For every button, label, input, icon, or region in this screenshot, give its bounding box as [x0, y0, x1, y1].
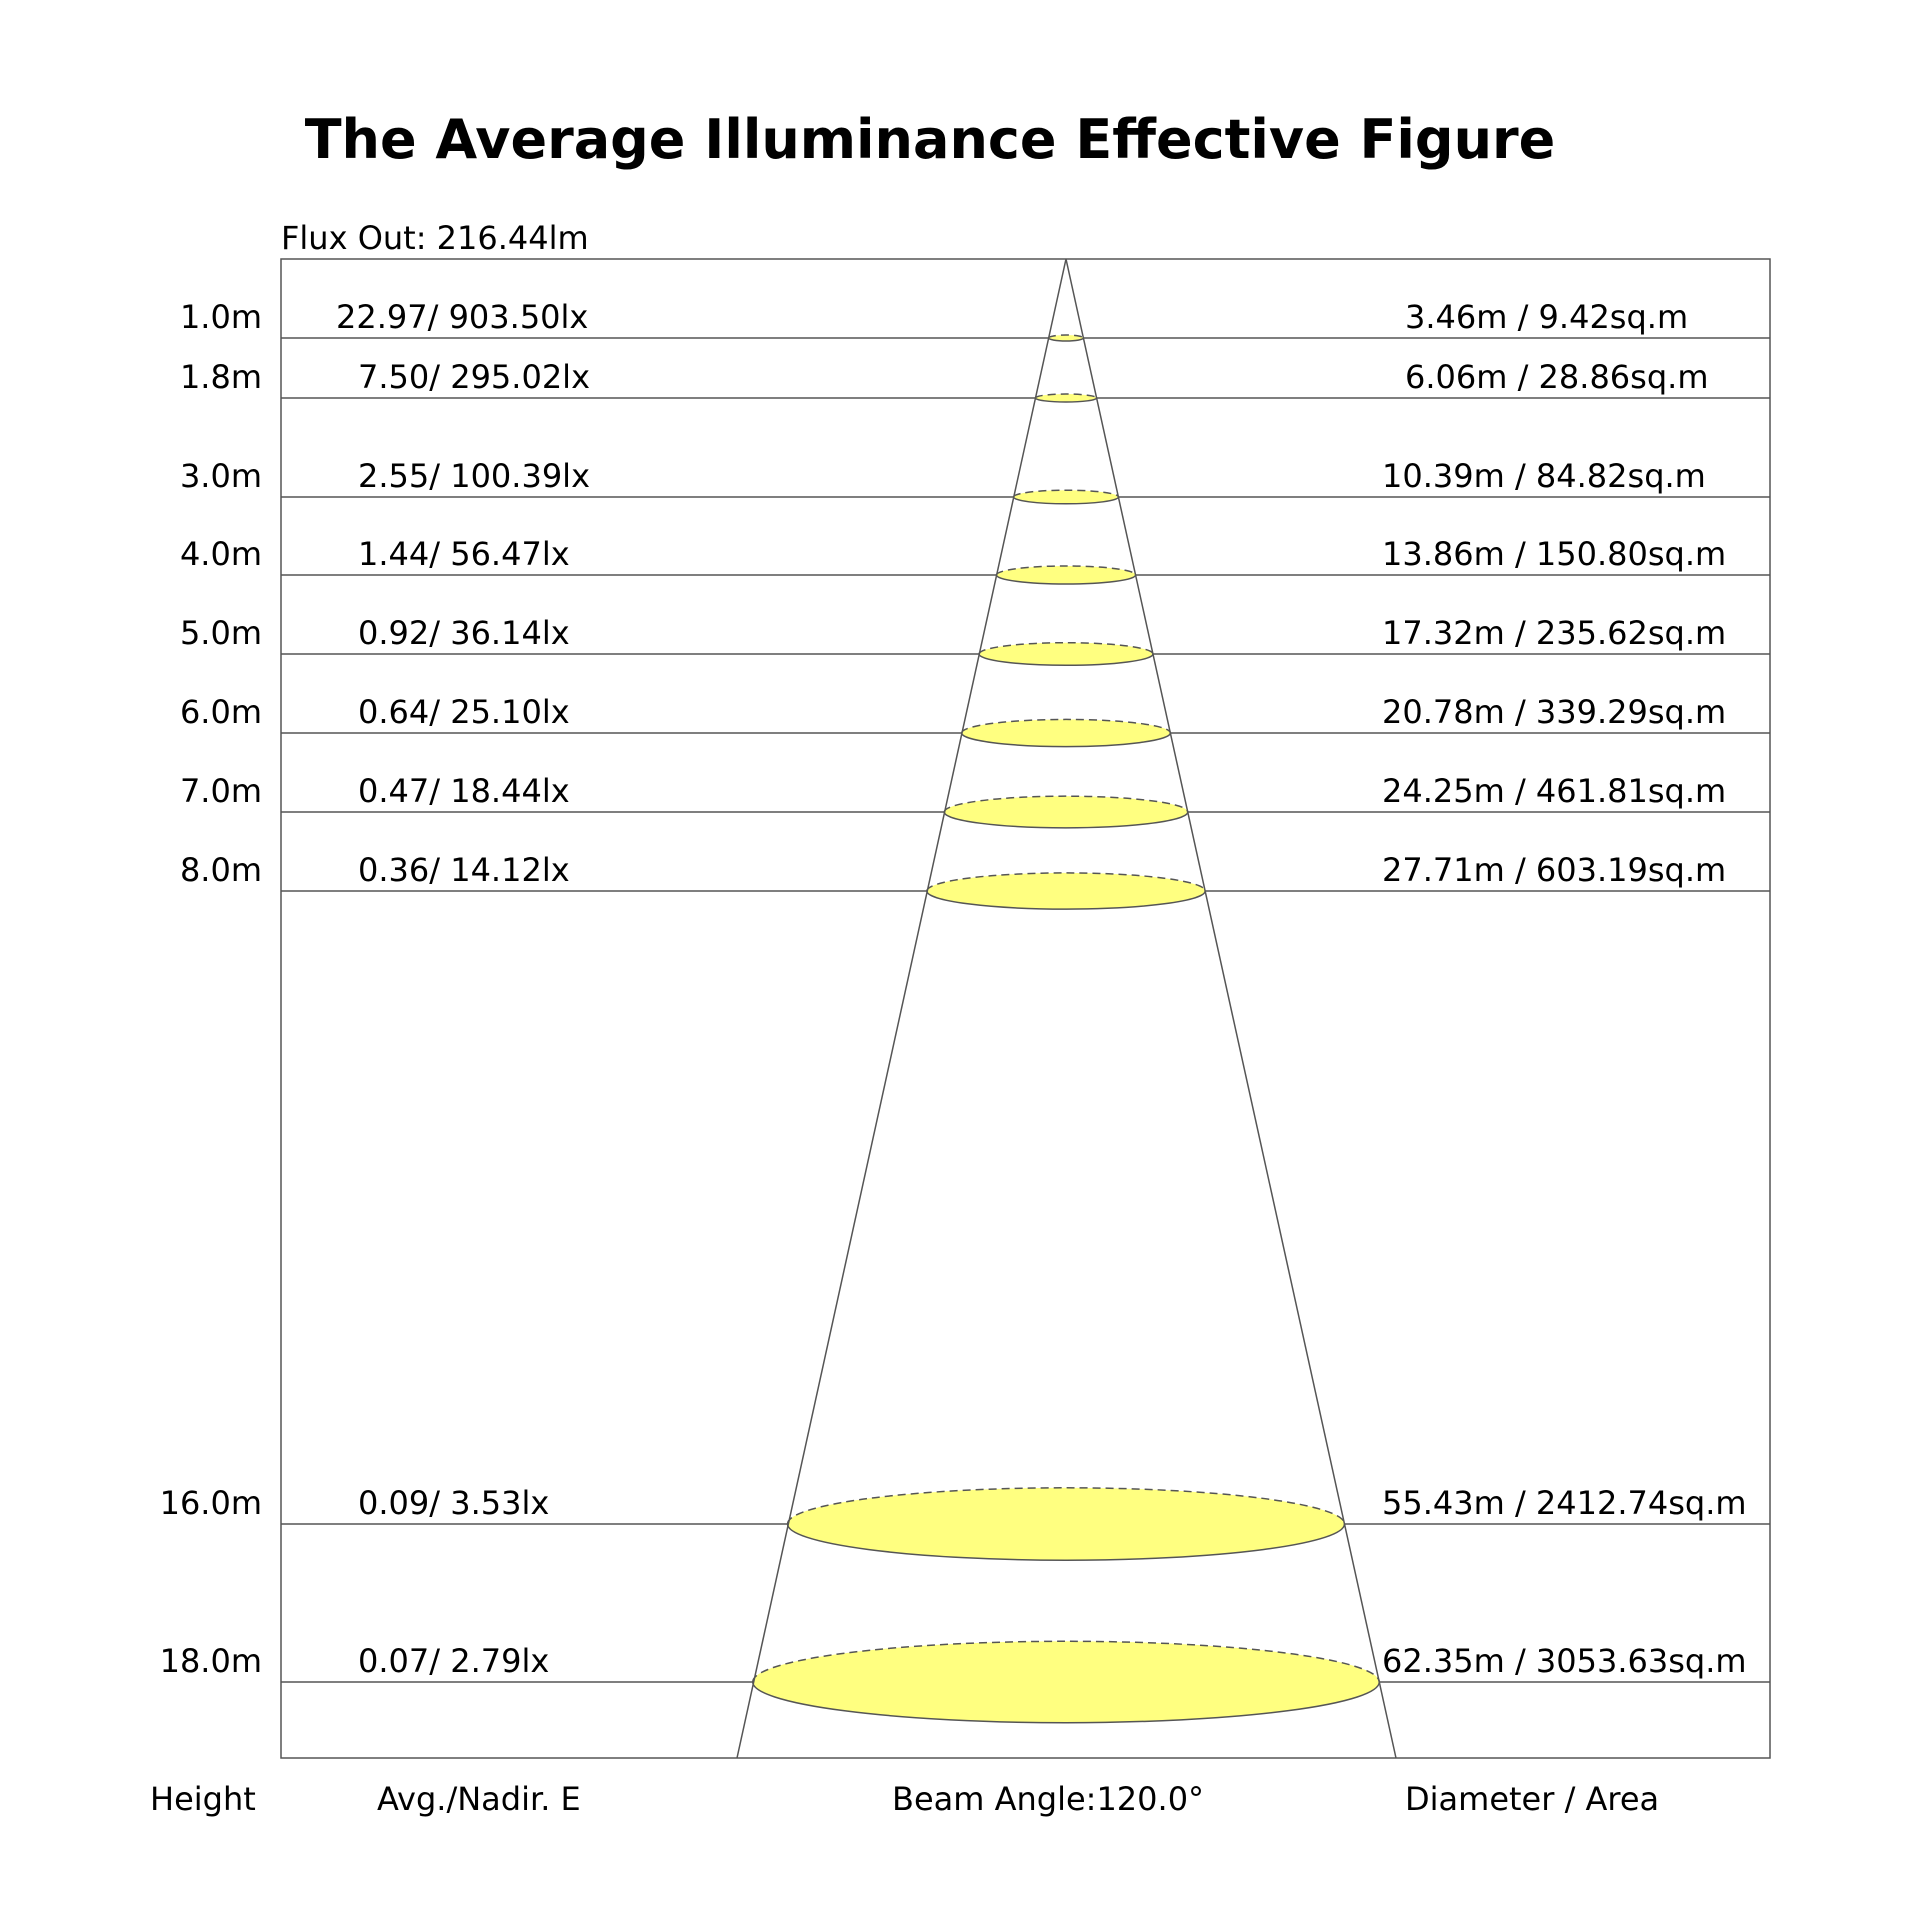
height-label: 7.0m — [180, 772, 262, 810]
flux-label: Flux Out: 216.44lm — [281, 219, 589, 257]
diameter-area-label: 55.43m / 2412.74sq.m — [1382, 1484, 1747, 1522]
spot-rim-dashed — [1034, 393, 1098, 399]
illuminance-label: 1.44/ 56.47lx — [358, 535, 570, 573]
height-label: 18.0m — [160, 1642, 262, 1680]
illuminance-label: 0.64/ 25.10lx — [358, 693, 570, 731]
spot-rim — [978, 653, 1154, 667]
illuminance-label: 7.50/ 295.02lx — [358, 358, 590, 396]
illuminance-label: 2.55/ 100.39lx — [358, 457, 590, 495]
diameter-area-label: 20.78m / 339.29sq.m — [1382, 693, 1726, 731]
footer-height-label: Height — [150, 1780, 256, 1818]
diameter-area-label: 6.06m / 28.86sq.m — [1405, 358, 1708, 396]
height-label: 5.0m — [180, 614, 262, 652]
chart-frame — [280, 258, 1771, 1759]
diameter-area-label: 3.46m / 9.42sq.m — [1405, 298, 1688, 336]
spot-rim — [995, 574, 1137, 585]
diameter-area-label: 10.39m / 84.82sq.m — [1382, 457, 1706, 495]
light-spot — [1048, 335, 1084, 341]
light-spot — [944, 796, 1188, 828]
spot-rim-dashed — [751, 1640, 1381, 1683]
spot-rim-dashed — [1012, 489, 1120, 498]
light-spot — [979, 642, 1153, 666]
diameter-area-label: 62.35m / 3053.63sq.m — [1382, 1642, 1747, 1680]
illuminance-label: 0.07/ 2.79lx — [358, 1642, 549, 1680]
diameter-area-label: 17.32m / 235.62sq.m — [1382, 614, 1726, 652]
diameter-area-label: 13.86m / 150.80sq.m — [1382, 535, 1726, 573]
height-label: 6.0m — [180, 693, 262, 731]
spot-rim — [751, 1681, 1381, 1724]
height-label: 8.0m — [180, 851, 262, 889]
spot-rim — [960, 732, 1172, 748]
light-spot — [787, 1487, 1345, 1561]
light-spot — [1035, 394, 1097, 402]
illuminance-label: 0.36/ 14.12lx — [358, 851, 570, 889]
diameter-area-label: 27.71m / 603.19sq.m — [1382, 851, 1726, 889]
illuminance-label: 0.09/ 3.53lx — [358, 1484, 549, 1522]
height-label: 3.0m — [180, 457, 262, 495]
spot-rim — [943, 811, 1189, 829]
spot-rim — [1047, 337, 1085, 342]
diameter-area-label: 24.25m / 461.81sq.m — [1382, 772, 1726, 810]
row-labels: 1.0m 22.97/ 903.50lx 3.46m / 9.42sq.m 1.8m 7… — [160, 298, 1747, 1680]
footer-diameter-area-label: Diameter / Area — [1405, 1780, 1659, 1818]
illuminance-label: 0.47/ 18.44lx — [358, 772, 570, 810]
height-label: 16.0m — [160, 1484, 262, 1522]
spot-rim — [1012, 496, 1120, 505]
spot-rim — [1034, 397, 1098, 403]
light-spot — [752, 1641, 1380, 1723]
light-spots — [751, 334, 1381, 1724]
beam-cone — [736, 258, 1397, 1759]
spot-rim-dashed — [960, 718, 1172, 734]
spot-rim — [786, 1523, 1346, 1561]
cone-left-edge — [736, 258, 1067, 1759]
footer-beam-angle-label: Beam Angle:120.0° — [892, 1780, 1204, 1818]
spot-rim — [926, 890, 1206, 910]
light-spot — [926, 872, 1206, 910]
cone-right-edge — [1065, 258, 1397, 1759]
spot-rim-dashed — [926, 872, 1206, 892]
footer-illuminance-label: Avg./Nadir. E — [377, 1780, 581, 1818]
light-spot — [996, 565, 1136, 585]
illuminance-label: 0.92/ 36.14lx — [358, 614, 570, 652]
height-label: 1.0m — [180, 298, 262, 336]
figure-title: The Average Illuminance Effective Figure — [304, 108, 1556, 171]
light-spot — [961, 719, 1171, 747]
spot-rim-dashed — [995, 565, 1137, 576]
illuminance-label: 22.97/ 903.50lx — [336, 298, 588, 336]
spot-rim-dashed — [1047, 334, 1085, 339]
light-spot — [1013, 490, 1119, 504]
spot-rim-dashed — [943, 795, 1189, 813]
height-label: 4.0m — [180, 535, 262, 573]
height-label: 1.8m — [180, 358, 262, 396]
frame-rect — [280, 258, 1771, 1759]
